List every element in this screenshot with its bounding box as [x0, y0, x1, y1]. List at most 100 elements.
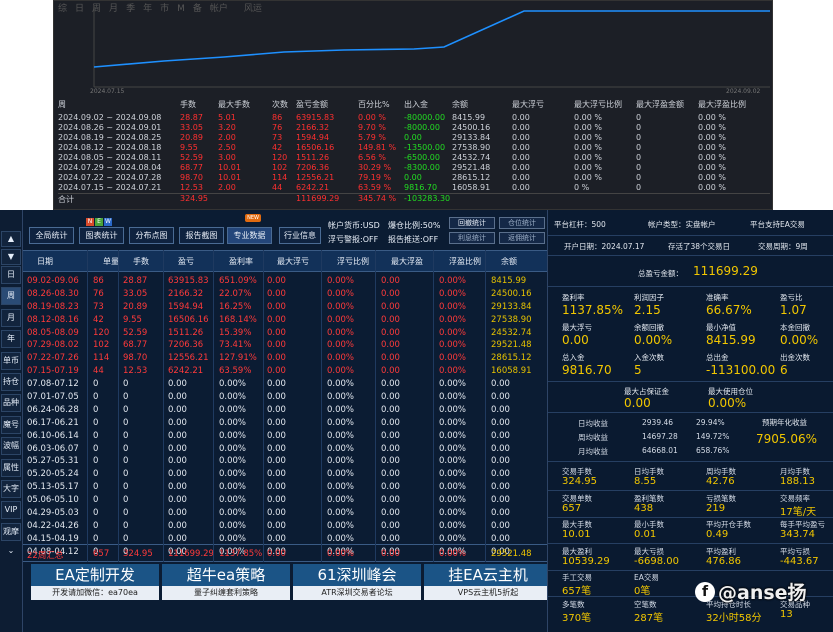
- weekly-cell: 10.01: [218, 163, 241, 172]
- weekly-cell: 0.00 %: [698, 133, 726, 142]
- table-row[interactable]: 09.02-09.06 86 28.87 63915.83 651.09% 0.00 0.0…: [23, 276, 548, 289]
- table-row[interactable]: 05.06-05.10 0 0 0.00 0.00% 0.00 0.00% 0.00 0.00%…: [23, 495, 548, 508]
- table-row[interactable]: 06.03-06.07 0 0 0.00 0.00% 0.00 0.00% 0.00 0.00%…: [23, 444, 548, 457]
- grid-column-divider: [375, 250, 376, 562]
- top-tab[interactable]: 备: [192, 4, 202, 14]
- promo-banner-2[interactable]: 61深圳峰会: [293, 564, 421, 586]
- table-row[interactable]: 07.22-07.26 114 98.70 12556.21 127.91% 0.00 0.…: [23, 353, 548, 366]
- grid-cell: 0.00%: [327, 379, 355, 390]
- grid-cell: 0.00: [168, 379, 187, 390]
- toolbar-button-3[interactable]: 报告截图: [179, 227, 224, 244]
- top-tab[interactable]: 周: [92, 4, 102, 14]
- top-tab[interactable]: 帐户: [209, 4, 228, 14]
- top-tab[interactable]: 市: [160, 4, 170, 14]
- table-row[interactable]: 07.29-08.02 102 68.77 7206.36 73.41% 0.00 0.00…: [23, 340, 548, 353]
- platform-ea: 平台支持EA交易: [750, 220, 805, 229]
- table-row[interactable]: 05.27-05.31 0 0 0.00 0.00% 0.00 0.00% 0.00 0.00%…: [23, 456, 548, 469]
- table-row[interactable]: 08.19-08.23 73 20.89 1594.94 16.25% 0.00 0.00%…: [23, 302, 548, 315]
- stat2-label: 最小手数: [634, 520, 664, 529]
- top-tab[interactable]: 风运: [243, 4, 262, 14]
- grid-body: 09.02-09.06 86 28.87 63915.83 651.09% 0.00 0.0…: [23, 276, 548, 560]
- table-row[interactable]: 08.26-08.30 76 33.05 2166.32 22.07% 0.00 0.00%…: [23, 289, 548, 302]
- nav-item-6[interactable]: 品种: [1, 394, 21, 413]
- grid-cell: 0.00%: [327, 327, 355, 338]
- grid-cell: 16058.91: [491, 366, 532, 377]
- grid-cell: 06.10-06.14: [27, 430, 79, 441]
- table-row[interactable]: 06.24-06.28 0 0 0.00 0.00% 0.00 0.00% 0.00 0.00%…: [23, 405, 548, 418]
- divider: [548, 381, 833, 382]
- nav-item-12[interactable]: 观摩: [1, 522, 21, 541]
- grid-cell: 0.00%: [219, 482, 247, 493]
- table-row[interactable]: 04.22-04.26 0 0 0.00 0.00% 0.00 0.00% 0.00 0.00%…: [23, 521, 548, 534]
- table-row[interactable]: 07.08-07.12 0 0 0.00 0.00% 0.00 0.00% 0.00 0.00%…: [23, 379, 548, 392]
- grid-total-cell: 29521.48: [491, 549, 532, 559]
- top-tab[interactable]: 年: [143, 4, 153, 14]
- promo-banner-sub-1[interactable]: 量子纠缠套利策略: [162, 586, 290, 600]
- promo-banner-1[interactable]: 超牛ea策略: [162, 564, 290, 586]
- weekly-cell: 0: [636, 113, 642, 122]
- grid-cell: 0.00: [491, 469, 510, 480]
- grid-cell: 0: [93, 546, 99, 557]
- top-tab[interactable]: 季: [126, 4, 136, 14]
- table-row[interactable]: 07.15-07.19 44 12.53 6242.21 63.59% 0.00 0.00%…: [23, 366, 548, 379]
- nav-item-1[interactable]: 周: [1, 287, 21, 306]
- table-row[interactable]: 08.05-08.09 120 52.59 1511.26 15.39% 0.00 0.00…: [23, 328, 548, 341]
- toolbar-button-1[interactable]: 图表统计: [79, 227, 124, 244]
- nav-item-7[interactable]: 魔号: [1, 415, 21, 434]
- weekly-cell: 10.01: [218, 173, 241, 182]
- table-row[interactable]: 05.20-05.24 0 0 0.00 0.00% 0.00 0.00% 0.00 0.00%…: [23, 469, 548, 482]
- top-tab[interactable]: M: [177, 4, 185, 14]
- table-row[interactable]: 08.12-08.16 42 9.55 16506.16 168.14% 0.00 0.00…: [23, 315, 548, 328]
- grid-cell: 0: [93, 417, 99, 428]
- grid-cell: 0: [93, 533, 99, 544]
- grid-cell: 0.00%: [327, 392, 355, 403]
- grid-cell: 1511.26: [168, 327, 204, 338]
- nav-down-arrow-icon[interactable]: ▼: [1, 249, 21, 265]
- top-tab[interactable]: 日: [75, 4, 85, 14]
- nav-item-4[interactable]: 单币: [1, 351, 21, 370]
- grid-cell: 0: [93, 443, 99, 454]
- stat2-value: 324.95: [562, 476, 597, 487]
- mini-button-3[interactable]: 返佣统计: [499, 232, 545, 244]
- mini-button-1[interactable]: 仓位统计: [499, 217, 545, 229]
- nav-item-0[interactable]: 日: [1, 266, 21, 284]
- promo-banner-sub-3[interactable]: VPS云主机5折起: [424, 586, 552, 600]
- toolbar-button-0[interactable]: 全局统计: [29, 227, 74, 244]
- table-row[interactable]: 05.13-05.17 0 0 0.00 0.00% 0.00 0.00% 0.00 0.00%…: [23, 482, 548, 495]
- grid-cell: 0.00: [491, 533, 510, 544]
- stat-label: 余额回撤: [634, 323, 664, 332]
- nav-up-arrow-icon[interactable]: ▲: [1, 231, 21, 247]
- table-row[interactable]: 06.10-06.14 0 0 0.00 0.00% 0.00 0.00% 0.00 0.00%…: [23, 431, 548, 444]
- nav-item-3[interactable]: 年: [1, 330, 21, 349]
- toolbar-button-4[interactable]: 专业数据: [227, 227, 272, 244]
- nav-item-11[interactable]: VIP: [1, 501, 21, 520]
- table-row[interactable]: 04.29-05.03 0 0 0.00 0.00% 0.00 0.00% 0.00 0.00%…: [23, 508, 548, 521]
- nav-item-2[interactable]: 月: [1, 308, 21, 327]
- promo-banner-3[interactable]: 挂EA云主机: [424, 564, 552, 586]
- nav-item-10[interactable]: 大字: [1, 480, 21, 498]
- table-row[interactable]: 04.15-04.19 0 0 0.00 0.00% 0.00 0.00% 0.00 0.00%…: [23, 534, 548, 547]
- mini-button-0[interactable]: 回撤统计: [449, 217, 495, 229]
- top-tab[interactable]: 综: [58, 4, 68, 14]
- grid-header-cell: 最大浮亏: [277, 257, 309, 266]
- promo-banner-sub-0[interactable]: 开发请加微信：ea70ea: [31, 586, 159, 600]
- mini-button-2[interactable]: 利息统计: [449, 232, 495, 244]
- weekly-cell: 16506.16: [296, 143, 335, 152]
- toolbar-button-5[interactable]: 行业信息: [279, 227, 321, 244]
- nav-item-5[interactable]: 持仓: [1, 373, 21, 391]
- top-tab[interactable]: 月: [109, 4, 119, 14]
- weekly-cell: 52.59: [180, 153, 203, 162]
- nav-collapse-icon[interactable]: ⌄: [1, 546, 21, 558]
- toolbar-button-2[interactable]: 分布点图: [129, 227, 174, 244]
- table-row[interactable]: 04.08-04.12 0 0 0.00 0.00% 0.00 0.00% 0.00 0.00%…: [23, 547, 548, 560]
- grid-cell: 08.19-08.23: [27, 301, 79, 312]
- nav-item-8[interactable]: 波幅: [1, 437, 21, 456]
- table-row[interactable]: 07.01-07.05 0 0 0.00 0.00% 0.00 0.00% 0.00 0.00%…: [23, 392, 548, 405]
- promo-banner-0[interactable]: EA定制开发: [31, 564, 159, 586]
- stat2-value: 219: [706, 502, 726, 514]
- table-row[interactable]: 06.17-06.21 0 0 0.00 0.00% 0.00 0.00% 0.00 0.00%…: [23, 418, 548, 431]
- chart-date-left: 2024.07.15: [90, 88, 125, 95]
- promo-banner-sub-2[interactable]: ATR深圳交易者论坛: [293, 586, 421, 600]
- weekly-header-cell: 手数: [180, 100, 196, 109]
- nav-item-9[interactable]: 属性: [1, 458, 21, 477]
